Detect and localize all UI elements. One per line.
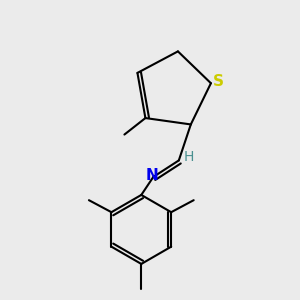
Text: N: N bbox=[146, 168, 158, 183]
Text: S: S bbox=[213, 74, 224, 89]
Text: H: H bbox=[184, 150, 194, 164]
